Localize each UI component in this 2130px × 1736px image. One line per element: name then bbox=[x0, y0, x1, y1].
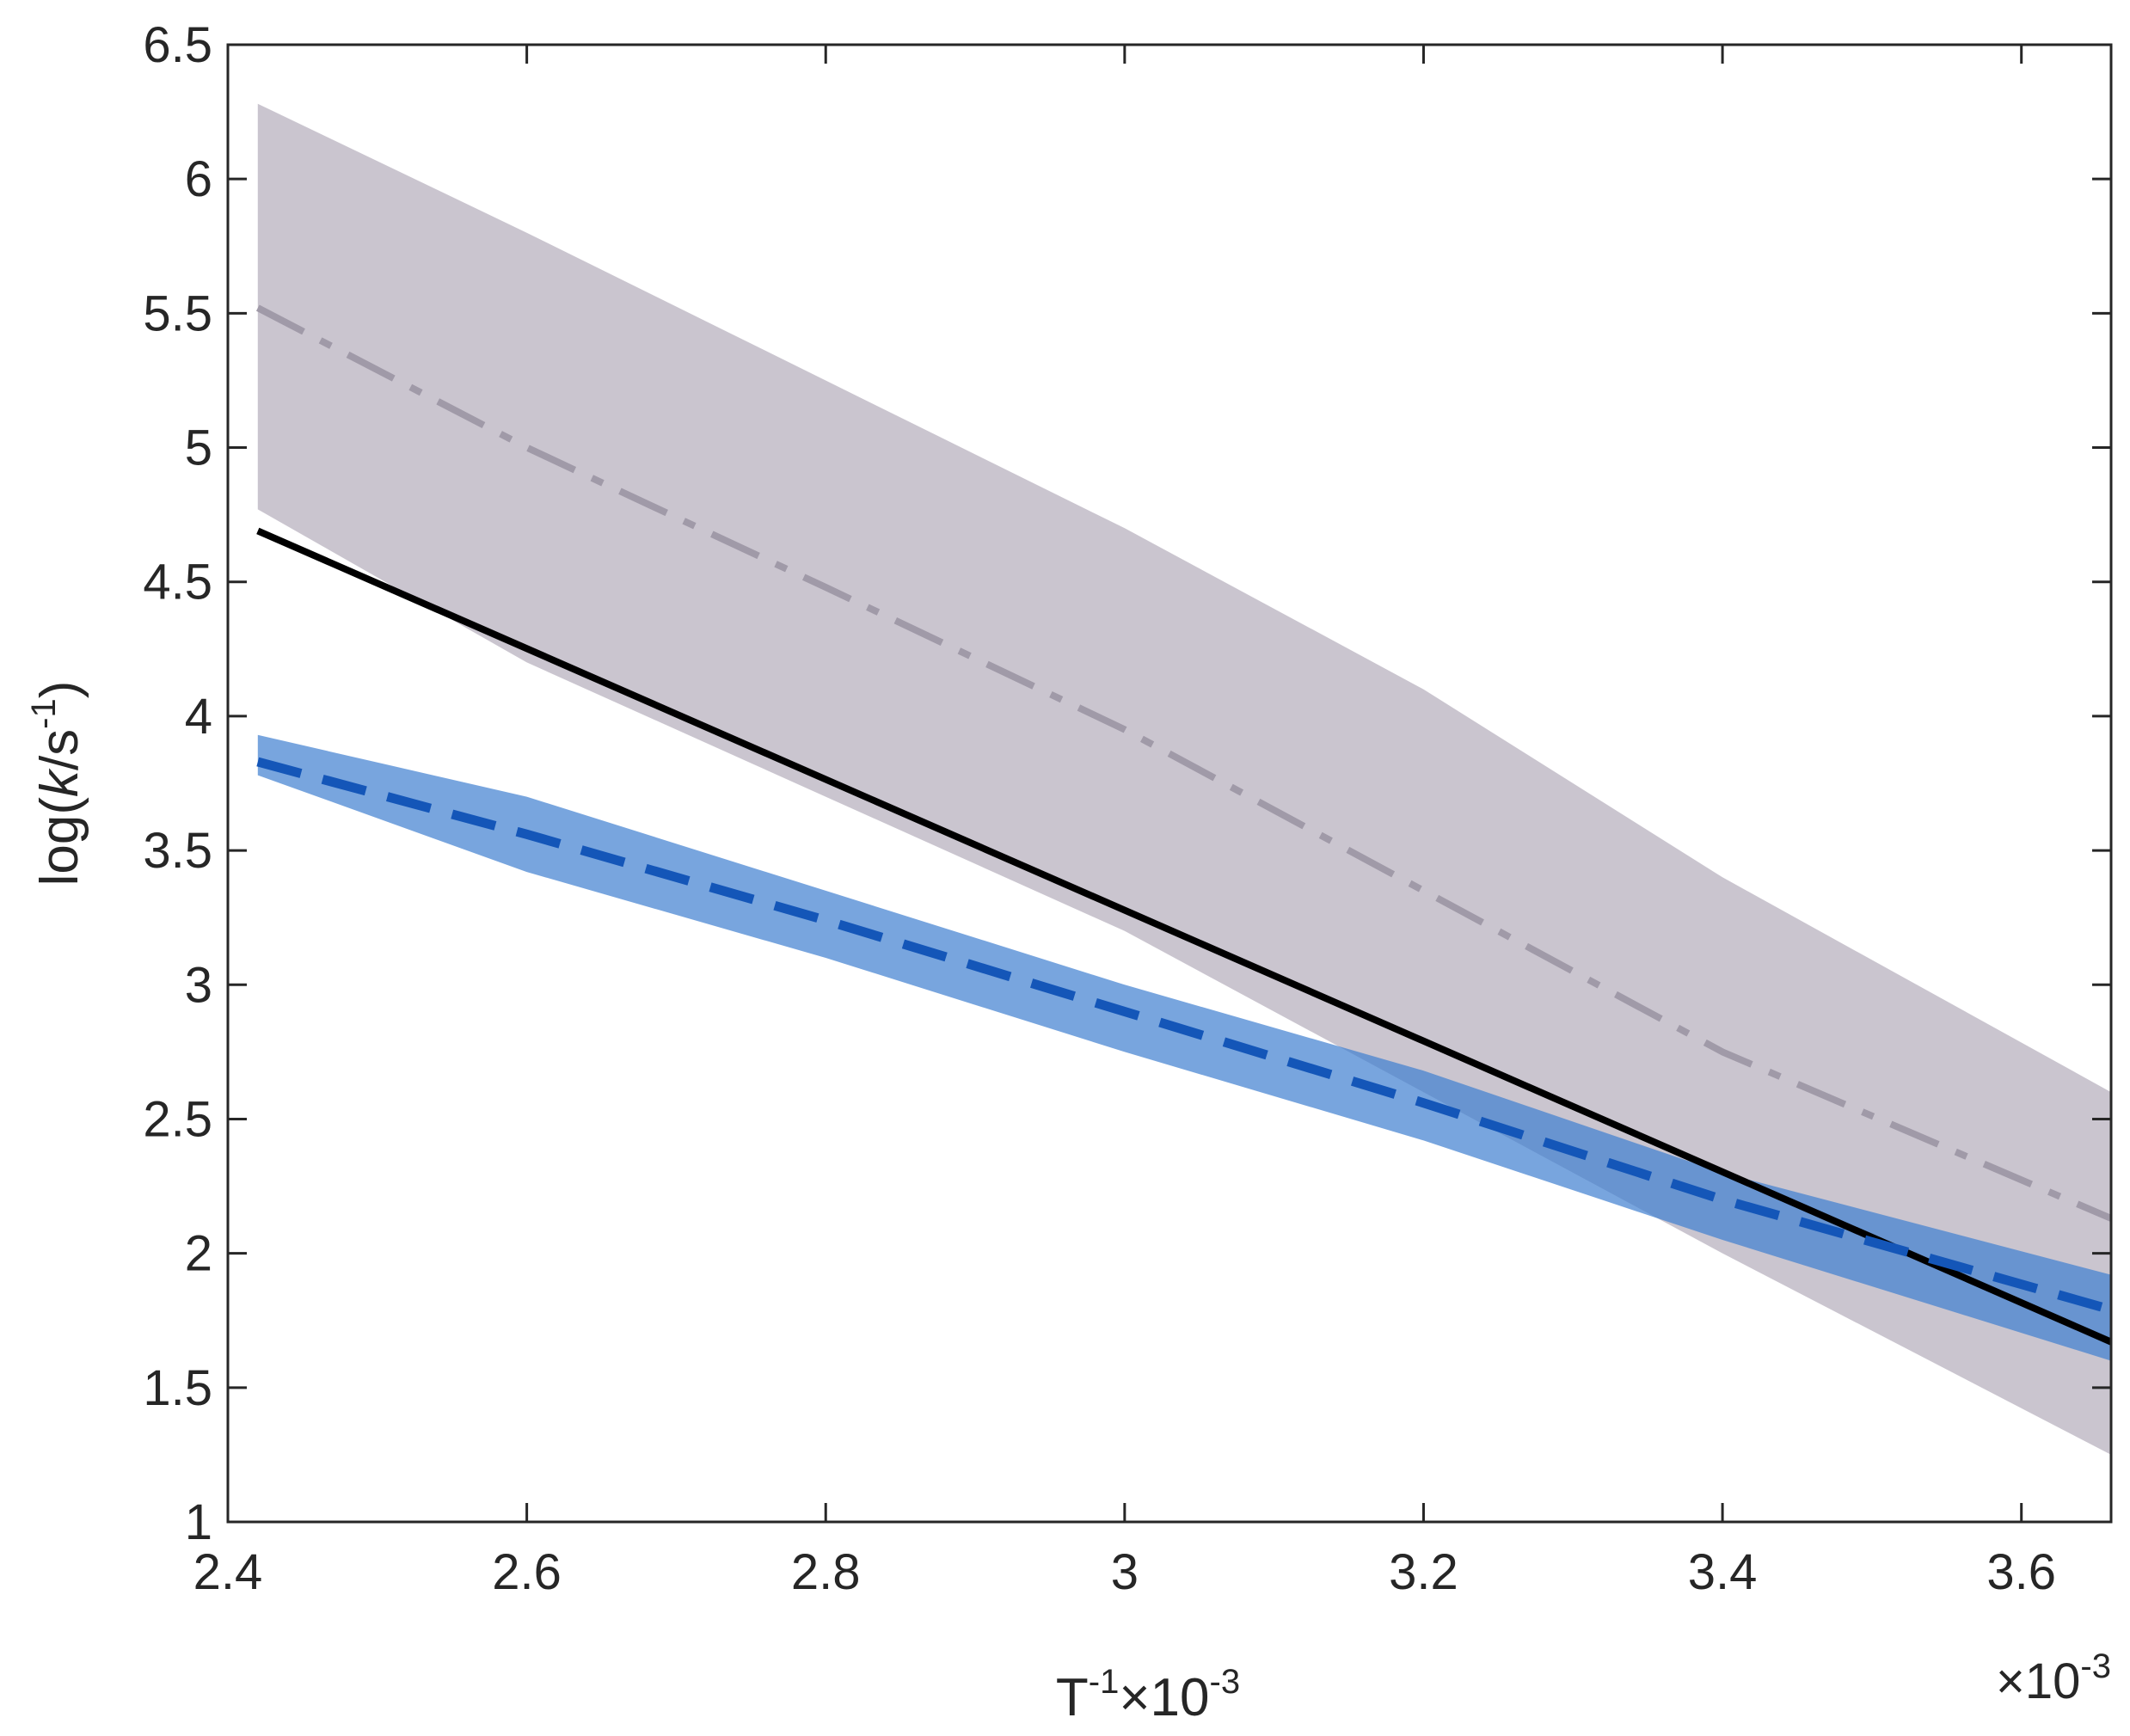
x-axis-ticks: 2.4 2.6 2.8 3 3.2 3.4 3.6 bbox=[193, 45, 2056, 1600]
y-tick-label: 3 bbox=[185, 957, 212, 1013]
x-tick-label: 2.8 bbox=[791, 1544, 861, 1600]
y-tick-label: 1 bbox=[185, 1494, 212, 1550]
x-tick-label: 2.6 bbox=[492, 1544, 562, 1600]
y-tick-label: 3.5 bbox=[143, 823, 212, 879]
x-axis-multiplier: ×10-3 bbox=[1996, 1647, 2111, 1709]
x-axis-label: T-1×10-3 bbox=[1056, 1663, 1240, 1727]
y-tick-label: 5 bbox=[185, 420, 212, 476]
y-tick-label: 6.5 bbox=[143, 17, 212, 73]
y-tick-label: 4.5 bbox=[143, 555, 212, 610]
y-tick-label: 6 bbox=[185, 151, 212, 207]
series-line-dashdot bbox=[255, 304, 2113, 1222]
y-tick-label: 2.5 bbox=[143, 1091, 212, 1147]
y-tick-label: 1.5 bbox=[143, 1360, 212, 1416]
x-tick-label: 3 bbox=[1111, 1544, 1139, 1600]
x-tick-label: 3.6 bbox=[1986, 1544, 2056, 1600]
y-axis-label: log(k/s-1) bbox=[25, 681, 89, 886]
y-tick-label: 2 bbox=[185, 1226, 212, 1282]
x-tick-label: 3.4 bbox=[1688, 1544, 1758, 1600]
plot-frame bbox=[226, 43, 2113, 1524]
band-0 bbox=[257, 103, 2111, 1455]
series-line-solid bbox=[256, 527, 2113, 1346]
x-tick-label: 2.4 bbox=[193, 1544, 263, 1600]
confidence-bands bbox=[257, 103, 2111, 1455]
y-tick-label: 5.5 bbox=[143, 285, 212, 341]
series-lines bbox=[255, 304, 2113, 1346]
series-line-dashed bbox=[256, 757, 2113, 1315]
y-tick-label: 4 bbox=[185, 689, 212, 745]
x-tick-label: 3.2 bbox=[1389, 1544, 1458, 1600]
y-axis-ticks: 1 1.5 2 2.5 3 3.5 4 4.5 5 5.5 6 6.5 bbox=[143, 17, 2111, 1550]
